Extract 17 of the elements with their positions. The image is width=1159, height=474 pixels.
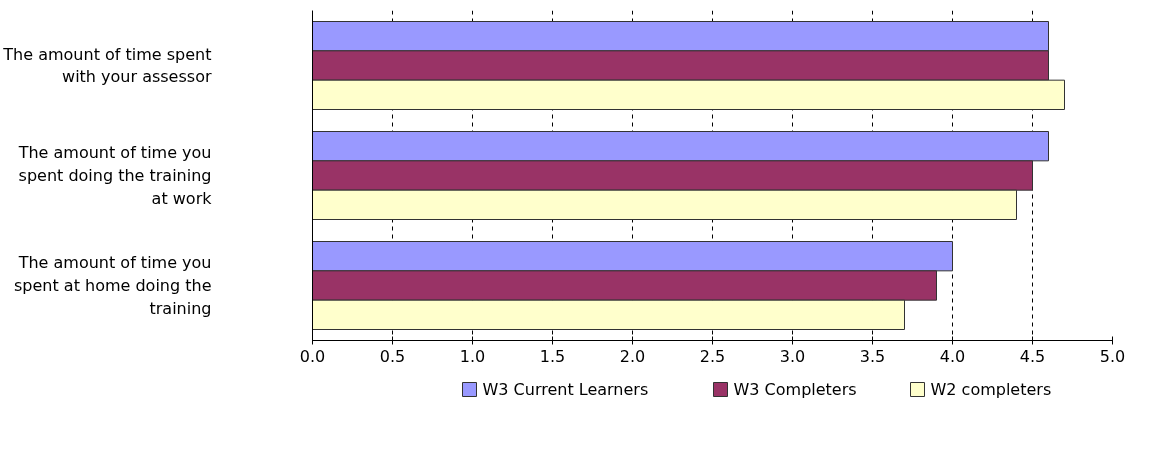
x-tick-label: 3.0 bbox=[779, 346, 806, 366]
legend-label: W3 Completers bbox=[733, 380, 857, 399]
y-tick-label: The amount of time spent with your assessor bbox=[2, 44, 212, 87]
x-tick-label: 2.0 bbox=[619, 346, 646, 366]
x-tick-label: 5.0 bbox=[1099, 346, 1126, 366]
x-tick-label: 0.0 bbox=[299, 346, 326, 366]
x-tick-label: 2.5 bbox=[699, 346, 726, 366]
x-tick-label: 0.5 bbox=[379, 346, 406, 366]
x-tick-label: 3.5 bbox=[859, 346, 886, 366]
x-tick-label: 4.0 bbox=[939, 346, 966, 366]
x-tick-label: 1.5 bbox=[539, 346, 566, 366]
y-tick-label: The amount of time you spent at home doing the training bbox=[14, 253, 212, 318]
legend-label: W3 Current Learners bbox=[482, 380, 649, 399]
x-tick-label: 4.5 bbox=[1019, 346, 1046, 366]
y-tick-label: The amount of time you spent doing the training at work bbox=[17, 143, 213, 208]
x-tick-label: 1.0 bbox=[459, 346, 486, 366]
legend-label: W2 completers bbox=[930, 380, 1052, 399]
